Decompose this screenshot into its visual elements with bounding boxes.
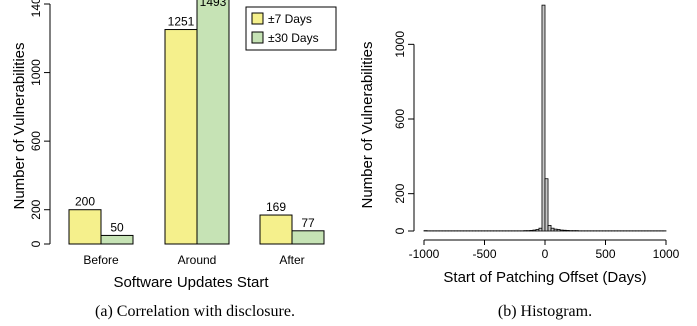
histogram-bin <box>562 229 567 232</box>
x-tick-label: 500 <box>595 247 615 261</box>
histogram-bin <box>535 229 540 232</box>
chart-a-ylabel: Number of Vulnerabilities <box>11 42 28 209</box>
y-tick-label: 1000 <box>29 59 43 86</box>
chart-b-xlabel: Start of Patching Offset (Days) <box>443 269 646 286</box>
bar-value-label: 1251 <box>168 15 195 29</box>
chart-b-ylabel: Number of Vulnerabilities <box>359 41 376 208</box>
y-tick-label: 200 <box>393 183 407 203</box>
histogram-bin <box>541 4 546 232</box>
bar-value-label: 77 <box>301 216 315 230</box>
legend-label: ±30 Days <box>268 31 319 45</box>
chart-a-y-axis: 0 200 600 1000 1400 <box>29 0 51 247</box>
x-tick-label: -500 <box>472 247 496 261</box>
y-tick-label: 0 <box>29 240 43 247</box>
bar-value-label: 200 <box>75 195 95 209</box>
bar <box>68 209 102 245</box>
x-tick-label: 0 <box>542 247 549 261</box>
histogram-bin <box>556 229 561 232</box>
histogram-bin <box>565 230 570 232</box>
chart-histogram: Number of Vulnerabilities Start of Patch… <box>359 4 680 320</box>
x-tick-label: 1000 <box>653 247 680 261</box>
category-label: After <box>279 253 304 267</box>
bar-value-label: 169 <box>266 200 286 214</box>
bar <box>164 29 198 245</box>
y-tick-label: 1000 <box>393 31 407 58</box>
y-tick-label: 600 <box>393 109 407 129</box>
histogram-bin <box>529 230 534 232</box>
histogram-bin <box>553 228 558 232</box>
chart-b-axes: -1000 -500 0 500 1000 0 200 600 1000 <box>393 31 680 261</box>
histogram-bin <box>550 227 555 232</box>
bar-value-label: 50 <box>110 220 124 234</box>
legend-label: ±7 Days <box>268 12 312 26</box>
bar <box>196 0 230 245</box>
chart-b-caption: (b) Histogram. <box>498 303 592 320</box>
legend-swatch <box>251 12 264 25</box>
category-label: Around <box>178 253 217 267</box>
y-tick-label: 600 <box>29 131 43 151</box>
x-tick-label: -1000 <box>409 247 440 261</box>
bar <box>259 214 293 245</box>
chart-a-legend: ±7 Days ±30 Days <box>245 6 337 51</box>
bar <box>291 230 325 245</box>
y-tick-label: 0 <box>393 227 407 234</box>
histogram-bin <box>559 229 564 232</box>
bar <box>100 234 134 245</box>
bar-value-label: 1493 <box>200 0 227 9</box>
y-tick-label: 1400 <box>29 0 43 17</box>
histogram-bin <box>547 224 552 232</box>
histogram-bin <box>532 229 537 232</box>
chart-a-bars: 200 50 Before 1251 1493 Around 169 77 After <box>68 0 325 267</box>
histogram-bin <box>544 178 549 232</box>
chart-correlation: Number of Vulnerabilities Software Updat… <box>11 0 337 320</box>
chart-b-bins <box>423 4 667 232</box>
y-tick-label: 200 <box>29 199 43 219</box>
chart-a-xlabel: Software Updates Start <box>113 274 269 291</box>
chart-a-caption: (a) Correlation with disclosure. <box>95 303 295 320</box>
histogram-bin <box>538 227 543 232</box>
category-label: Before <box>83 253 119 267</box>
legend-swatch <box>251 31 264 44</box>
